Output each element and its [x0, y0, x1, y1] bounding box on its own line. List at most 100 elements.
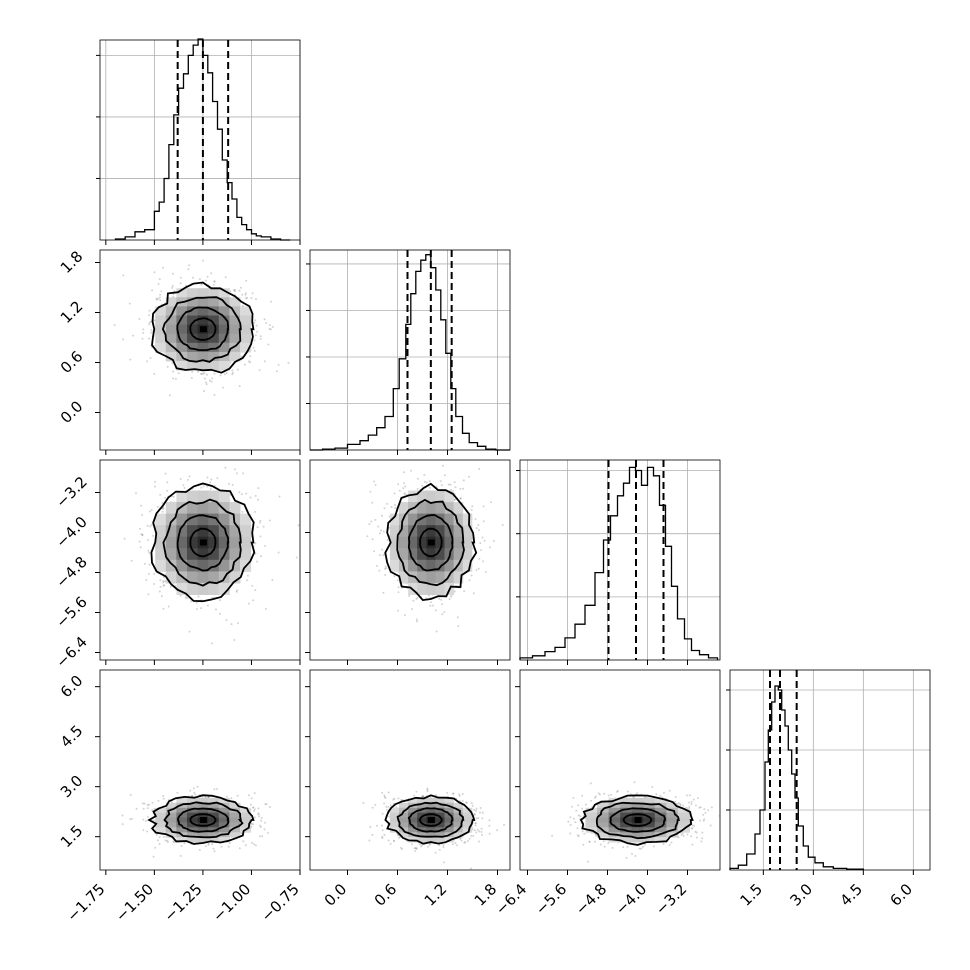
scatter-point: [259, 519, 262, 522]
density-cell: [176, 525, 188, 538]
scatter-point: [254, 552, 257, 555]
scatter-point: [265, 322, 267, 324]
density-cell: [176, 361, 188, 371]
contour-0-2-0: [189, 527, 217, 558]
scatter-point: [225, 372, 228, 374]
scatter-point: [449, 483, 452, 486]
scatter-point: [197, 595, 200, 598]
scatter-point: [297, 524, 300, 527]
density-cell: [176, 342, 188, 353]
scatter-point: [404, 485, 407, 488]
scatter-point: [209, 481, 212, 484]
scatter-point: [449, 488, 452, 491]
scatter-point: [146, 360, 149, 363]
scatter-point: [180, 845, 183, 847]
scatter-point: [157, 799, 160, 802]
scatter-point: [488, 819, 491, 822]
density-cell: [208, 324, 220, 335]
scatter-point: [195, 608, 198, 611]
scatter-point: [166, 839, 169, 842]
density-cell: [229, 802, 241, 809]
scatter-point: [478, 830, 481, 833]
scatter-point: [130, 817, 133, 820]
scatter-point: [263, 828, 266, 831]
scatter-point: [503, 823, 505, 826]
density-cell: [417, 559, 427, 572]
density-cell: [218, 559, 230, 572]
density-cell: [208, 342, 220, 353]
scatter-point: [384, 567, 387, 570]
density-cell: [187, 288, 199, 298]
scatter-point: [386, 502, 389, 505]
scatter-point: [213, 280, 216, 283]
scatter-point: [477, 529, 480, 532]
scatter-point: [382, 554, 385, 557]
scatter-point: [121, 823, 124, 826]
density-cell: [187, 832, 199, 838]
scatter-point: [380, 529, 382, 532]
scatter-point: [228, 842, 231, 845]
scatter-point: [371, 806, 374, 809]
scatter-point: [192, 787, 195, 790]
scatter-point: [200, 283, 203, 286]
density-cell: [435, 490, 445, 503]
scatter-point: [230, 623, 233, 626]
scatter-point: [378, 569, 381, 572]
scatter-point: [177, 372, 180, 375]
scatter-point: [113, 324, 116, 327]
scatter-point: [142, 807, 145, 810]
scatter-point: [203, 377, 206, 380]
scatter-point: [482, 520, 485, 523]
scatter-point: [196, 370, 199, 373]
scatter-point: [206, 476, 209, 479]
scatter-point: [397, 609, 400, 612]
density-cell: [197, 490, 209, 503]
density-cell: [444, 559, 455, 572]
scatter-point: [262, 525, 265, 528]
contour-0-3-0: [189, 813, 217, 827]
scatter-point: [121, 814, 124, 817]
density-cell: [208, 333, 220, 344]
scatter-point: [191, 794, 194, 797]
scatter-point: [202, 372, 205, 375]
density-cell: [155, 807, 167, 814]
density-cell: [229, 548, 241, 561]
density-cell: [165, 817, 177, 823]
scatter-point: [266, 831, 269, 834]
density-cell: [155, 827, 167, 833]
scatter-point: [233, 468, 236, 471]
density-cell: [165, 306, 177, 316]
density-cell: [218, 525, 230, 538]
contour-0-3-1: [177, 807, 230, 833]
scatter-point: [204, 795, 207, 798]
scatter-point: [150, 509, 153, 511]
scatter-point: [268, 324, 271, 327]
scatter-point: [240, 493, 243, 496]
density-cell: [229, 297, 241, 307]
scatter-point: [429, 604, 432, 607]
density-cell: [408, 536, 418, 549]
scatter-point: [219, 374, 222, 377]
scatter-point: [462, 487, 465, 490]
scatter-point: [146, 807, 149, 810]
density-cell: [240, 812, 252, 818]
scatter-point: [260, 819, 263, 822]
scatter-point: [169, 585, 172, 588]
density-cell: [165, 513, 177, 526]
density-cell: [165, 324, 177, 335]
density-cell: [208, 812, 220, 818]
density-cell: [240, 315, 252, 326]
scatter-point: [459, 497, 462, 500]
scatter-point: [191, 276, 194, 279]
scatter-point: [140, 504, 143, 507]
scatter-point: [212, 283, 215, 286]
scatter-point: [435, 454, 437, 456]
histogram-step-2: [519, 466, 719, 660]
scatter-point: [484, 570, 487, 573]
scatter-point: [239, 286, 242, 289]
scatter-point: [260, 555, 262, 558]
scatter-point: [246, 296, 248, 299]
scatter-point: [254, 319, 257, 322]
scatter-point: [384, 796, 387, 799]
density-cell: [155, 333, 167, 344]
